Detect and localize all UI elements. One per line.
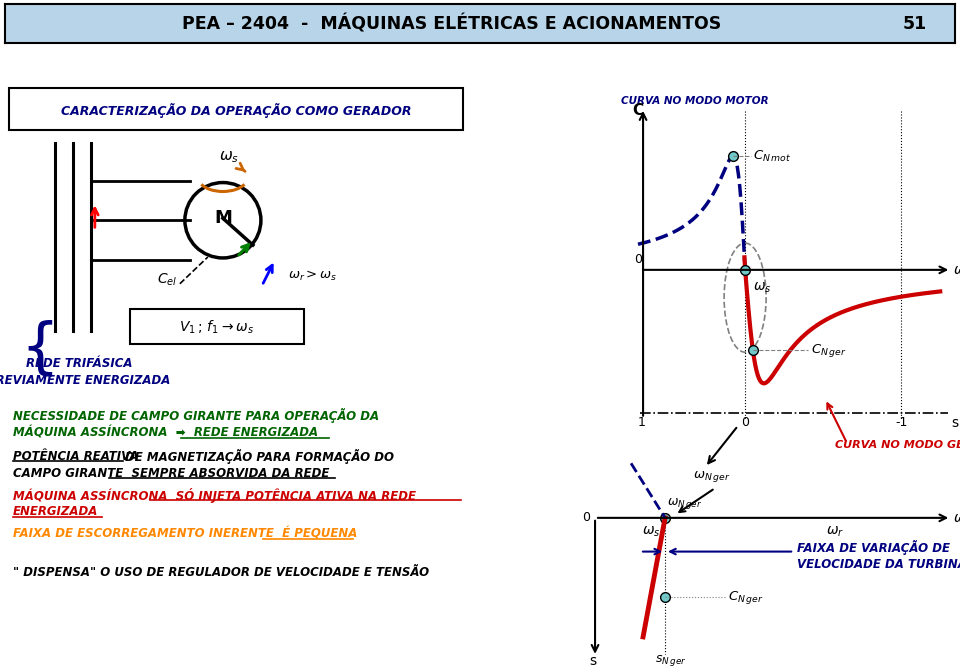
Text: {: { [20,320,60,379]
FancyBboxPatch shape [130,308,304,344]
Text: 0: 0 [741,416,749,429]
Text: 1: 1 [638,416,646,429]
Text: DE MAGNETIZAÇÃO PARA FORMAÇÃO DO: DE MAGNETIZAÇÃO PARA FORMAÇÃO DO [125,449,394,464]
Text: $C_{N\,ger}$: $C_{N\,ger}$ [728,589,763,605]
Text: VELOCIDADE DA TURBINA: VELOCIDADE DA TURBINA [797,558,960,571]
Text: -1: -1 [895,416,907,429]
Text: $s_{N\,ger}$: $s_{N\,ger}$ [655,653,686,668]
Text: $\omega_s$: $\omega_s$ [219,149,239,165]
Text: CARACTERIZAÇÃO DA OPERAÇÃO COMO GERADOR: CARACTERIZAÇÃO DA OPERAÇÃO COMO GERADOR [60,103,411,118]
Text: PEA – 2404  -  MÁQUINAS ELÉTRICAS E ACIONAMENTOS: PEA – 2404 - MÁQUINAS ELÉTRICAS E ACIONA… [181,14,721,33]
Text: $V_1\,;\,f_1 \rightarrow \omega_s$: $V_1\,;\,f_1 \rightarrow \omega_s$ [180,319,254,336]
Text: $\omega_r$: $\omega_r$ [953,265,960,279]
Text: s: s [589,654,596,668]
Text: PREVIAMENTE ENERGIZADA: PREVIAMENTE ENERGIZADA [0,374,171,388]
Text: MÁQUINA ASSÍNCRONA  SÓ INJETA POTÊNCIA ATIVA NA REDE: MÁQUINA ASSÍNCRONA SÓ INJETA POTÊNCIA AT… [12,488,416,503]
Text: NECESSIDADE DE CAMPO GIRANTE PARA OPERAÇÃO DA: NECESSIDADE DE CAMPO GIRANTE PARA OPERAÇ… [12,408,379,423]
Text: REDE TRIFÁSICA: REDE TRIFÁSICA [26,357,132,370]
Text: FAIXA DE ESCORREGAMENTO INERENTE  É PEQUENA: FAIXA DE ESCORREGAMENTO INERENTE É PEQUE… [12,528,357,540]
Text: $\omega_s$: $\omega_s$ [641,525,660,539]
Text: ENERGIZADA: ENERGIZADA [12,505,98,518]
Text: CURVA NO MODO GERADOR: CURVA NO MODO GERADOR [835,440,960,450]
Text: M: M [214,209,231,227]
Text: 0: 0 [634,253,642,266]
Text: MÁQUINA ASSÍNCRONA  ➡  REDE ENERGIZADA: MÁQUINA ASSÍNCRONA ➡ REDE ENERGIZADA [12,426,318,439]
Text: C: C [633,103,643,118]
Text: 51: 51 [902,15,926,32]
Text: $C_{el}$: $C_{el}$ [156,271,177,288]
Text: POTÊNCIA REATIVA: POTÊNCIA REATIVA [12,450,138,463]
Text: $\omega_r > \omega_s$: $\omega_r > \omega_s$ [288,269,338,283]
Text: s: s [951,415,958,429]
Text: $\omega_r$: $\omega_r$ [953,513,960,527]
Text: FAIXA DE VARIAÇÃO DE: FAIXA DE VARIAÇÃO DE [797,540,950,555]
Text: CURVA NO MODO MOTOR: CURVA NO MODO MOTOR [621,96,769,106]
Text: " DISPENSA" O USO DE REGULADOR DE VELOCIDADE E TENSÃO: " DISPENSA" O USO DE REGULADOR DE VELOCI… [12,566,429,579]
Circle shape [185,183,261,258]
Text: CAMPO GIRANTE  SEMPRE ABSORVIDA DA REDE: CAMPO GIRANTE SEMPRE ABSORVIDA DA REDE [12,467,329,480]
Text: $\omega_{N\,ger}$: $\omega_{N\,ger}$ [693,468,731,484]
Text: $C_{N\,ger}$: $C_{N\,ger}$ [811,342,847,359]
Text: $\omega_r$: $\omega_r$ [827,525,844,539]
Text: $C_{N\,mot}$: $C_{N\,mot}$ [753,149,791,164]
Text: $\omega_{N\,ger}$: $\omega_{N\,ger}$ [667,497,703,511]
Text: 0: 0 [582,511,590,524]
FancyBboxPatch shape [9,88,463,130]
Text: $\omega_s$: $\omega_s$ [753,280,772,295]
